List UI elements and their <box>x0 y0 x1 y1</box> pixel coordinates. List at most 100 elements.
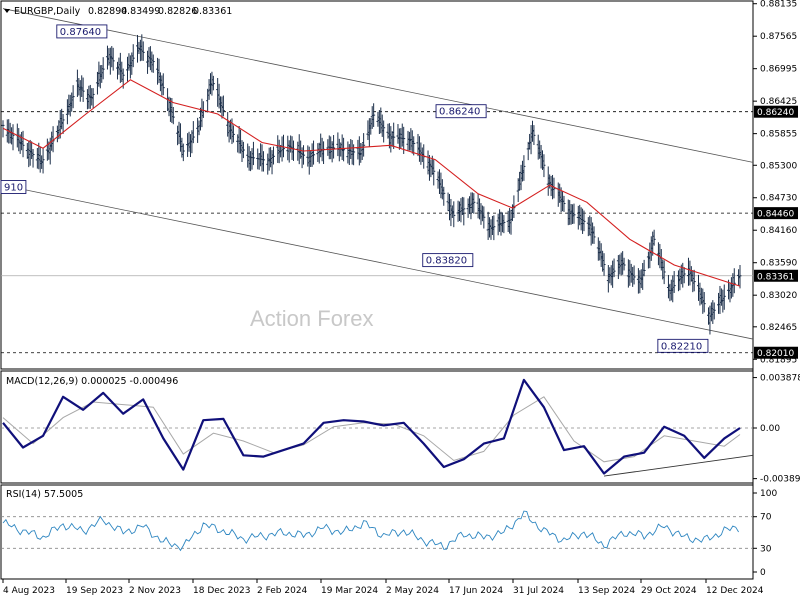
annotation-label-0: 0.87640 <box>60 27 101 38</box>
x-tick-label: 19 Mar 2024 <box>321 586 378 596</box>
price-bar <box>221 95 225 117</box>
price-bar <box>562 195 566 212</box>
level-tag-bg-3 <box>754 269 798 282</box>
price-bar <box>472 193 476 214</box>
x-tick-label: 29 Oct 2024 <box>641 586 697 596</box>
price-bar <box>432 159 436 186</box>
price-bar <box>382 120 386 143</box>
price-tick-label: 0.85300 <box>760 161 797 171</box>
price-bar <box>141 41 145 61</box>
x-tick-label: 12 Dec 2024 <box>706 586 764 596</box>
price-tick-label: 0.83590 <box>760 259 797 269</box>
macd-signal-line <box>2 396 741 463</box>
horizontal-levels <box>1 111 753 354</box>
level-tag-label-1: 0.84460 <box>757 210 794 220</box>
price-annotations: 0.87640 0.86240 0.83820 0.82210 910 <box>0 24 709 353</box>
price-bar <box>131 44 135 68</box>
rsi-layer: 100 70 30 0 <box>1 489 777 578</box>
price-bar <box>692 269 696 292</box>
x-tick-label: 31 Jul 2024 <box>513 586 564 596</box>
annotation-box-4 <box>0 180 27 194</box>
price-bar <box>111 47 115 71</box>
symbol-dropdown-icon[interactable] <box>4 9 10 13</box>
annotation-box-0 <box>56 24 108 39</box>
price-bar <box>31 149 35 168</box>
price-bar <box>642 259 646 277</box>
moving-average-layer <box>2 79 741 287</box>
price-bar <box>572 203 576 224</box>
price-bar <box>582 210 586 232</box>
price-bar <box>522 155 526 181</box>
price-bar <box>622 257 626 271</box>
price-bar <box>452 201 456 228</box>
moving-average-line <box>2 79 741 287</box>
rsi-tick-label: 100 <box>760 489 777 499</box>
price-bar <box>542 154 546 178</box>
macd-header: MACD(12,26,9) 0.000025 -0.000496 <box>6 376 178 387</box>
annotation-box-1 <box>435 104 487 119</box>
price-bar <box>231 125 235 143</box>
macd-layer: 0.003878 0.00 -0.003894 <box>1 374 800 485</box>
x-tick-label: 17 Jun 2024 <box>449 586 503 596</box>
x-tick-label: 4 Aug 2023 <box>3 586 55 596</box>
rsi-tick-label: 0 <box>760 568 766 578</box>
price-bar <box>191 121 195 144</box>
price-bar <box>738 264 742 289</box>
level-tag-label-3: 0.83361 <box>757 272 794 282</box>
price-bar <box>271 146 275 165</box>
x-tick-label: 13 Sep 2024 <box>578 586 635 596</box>
price-tick-label: 0.86995 <box>760 65 797 75</box>
level-tag-bg-1 <box>754 207 798 220</box>
price-bars <box>1 34 742 335</box>
price-bar <box>51 126 55 153</box>
price-bar <box>532 125 536 146</box>
price-tick-label: 0.85855 <box>760 130 797 140</box>
price-bar <box>372 103 376 127</box>
macd-panel-frame <box>0 370 754 484</box>
price-bar <box>312 140 316 165</box>
price-axis-ticks: 0.88135 0.87565 0.86995 0.86425 0.85855 0.853… <box>753 0 797 365</box>
price-tick-label: 0.84160 <box>760 226 797 236</box>
x-tick-label: 2 May 2024 <box>386 586 439 596</box>
price-bar <box>392 122 396 149</box>
price-tick-label: 0.88135 <box>760 0 797 10</box>
macd-line <box>2 378 741 475</box>
price-bar <box>682 267 686 284</box>
x-tick-label: 2 Feb 2024 <box>257 586 308 596</box>
price-bar <box>332 135 336 159</box>
price-panel-frame <box>0 0 754 370</box>
symbol-label[interactable]: EURGBP,Daily <box>14 6 81 17</box>
level-tag-bg-2 <box>754 346 798 359</box>
annotation-label-4: 910 <box>4 182 23 193</box>
ohlc-low: 0.82826 <box>158 6 197 17</box>
price-channel <box>2 8 754 340</box>
price-bar <box>181 143 185 162</box>
level-tag-label-0: 0.86240 <box>757 108 794 118</box>
price-bar <box>61 114 65 134</box>
price-bar <box>91 88 95 108</box>
price-tick-label: 0.86425 <box>760 97 797 107</box>
channel-lower-line <box>2 184 754 340</box>
price-tick-label: 0.87565 <box>760 32 797 42</box>
price-bar <box>151 54 155 73</box>
x-tick-label: 2 Nov 2023 <box>129 586 181 596</box>
price-tick-label: 0.82465 <box>760 323 797 333</box>
price-bar <box>482 206 486 229</box>
price-bar <box>662 260 666 285</box>
price-bar <box>732 268 736 294</box>
price-bar <box>81 77 85 102</box>
macd-tick-label: -0.003894 <box>760 475 800 485</box>
annotation-label-1: 0.86240 <box>439 107 480 118</box>
price-bar <box>21 130 25 158</box>
price-bar <box>342 137 346 162</box>
rsi-tick-label: 30 <box>760 544 772 554</box>
price-bar <box>161 73 165 96</box>
level-tag-label-2: 0.82010 <box>757 349 794 359</box>
macd-tick-label: 0.00 <box>760 424 780 434</box>
price-bar <box>502 215 506 234</box>
rsi-header: RSI(14) 57.5005 <box>6 489 83 500</box>
annotation-box-2 <box>422 253 474 268</box>
price-bar <box>702 292 706 313</box>
